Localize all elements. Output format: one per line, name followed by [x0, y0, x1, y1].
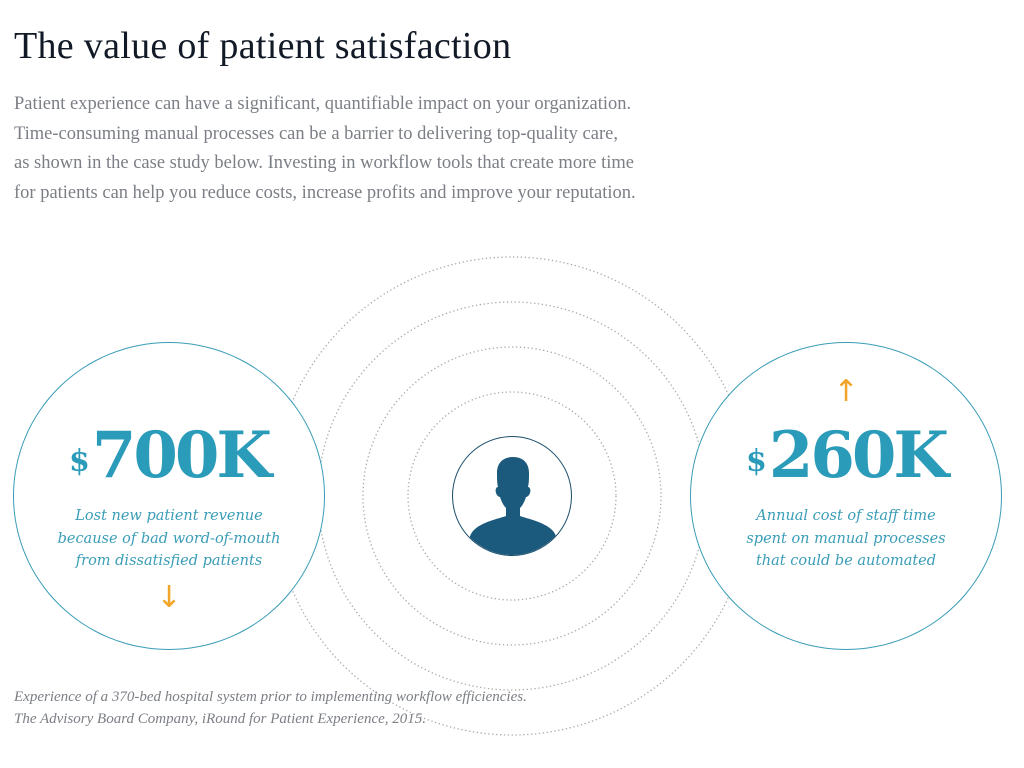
- stat-value: 260K: [768, 418, 949, 493]
- patient-avatar: [452, 436, 572, 556]
- source-footnote: Experience of a 370-bed hospital system …: [14, 686, 527, 730]
- stat-circle-staff-cost: ↑ $260K Annual cost of staff time spent …: [690, 342, 1002, 650]
- description-line: from dissatisfied patients: [75, 553, 263, 569]
- intro-line: as shown in the case study below. Invest…: [14, 153, 634, 173]
- stat-amount: $260K: [691, 421, 1001, 491]
- intro-line: for patients can help you reduce costs, …: [14, 182, 636, 203]
- page-title: The value of patient satisfaction: [14, 25, 512, 67]
- intro-paragraph: Patient experience can have a significan…: [14, 90, 814, 208]
- stat-circle-lost-revenue: $700K Lost new patient revenue because o…: [13, 342, 325, 650]
- stat-amount: $700K: [14, 421, 324, 491]
- description-line: Annual cost of staff time: [756, 508, 936, 524]
- description-line: spent on manual processes: [746, 530, 946, 547]
- intro-line: Time-consuming manual processes can be a…: [14, 123, 618, 144]
- ring-second: [362, 346, 662, 646]
- stat-value: 700K: [91, 418, 272, 493]
- arrow-down-icon: ↓: [156, 580, 182, 615]
- currency-symbol: $: [68, 444, 90, 479]
- footnote-line: Experience of a 370-bed hospital system …: [14, 689, 527, 705]
- arrow-up-icon: ↑: [833, 374, 859, 409]
- stat-description: Lost new patient revenue because of bad …: [34, 505, 304, 573]
- description-line: that could be automated: [755, 553, 937, 569]
- intro-line: Patient experience can have a significan…: [14, 94, 632, 114]
- footnote-line: The Advisory Board Company, iRound for P…: [14, 711, 427, 727]
- currency-symbol: $: [745, 444, 767, 479]
- description-line: because of bad word-of-mouth: [57, 530, 281, 547]
- description-line: Lost new patient revenue: [75, 508, 263, 524]
- person-silhouette-icon: [468, 457, 558, 555]
- stat-description: Annual cost of staff time spent on manua…: [711, 505, 981, 573]
- ring-inner: [407, 391, 617, 601]
